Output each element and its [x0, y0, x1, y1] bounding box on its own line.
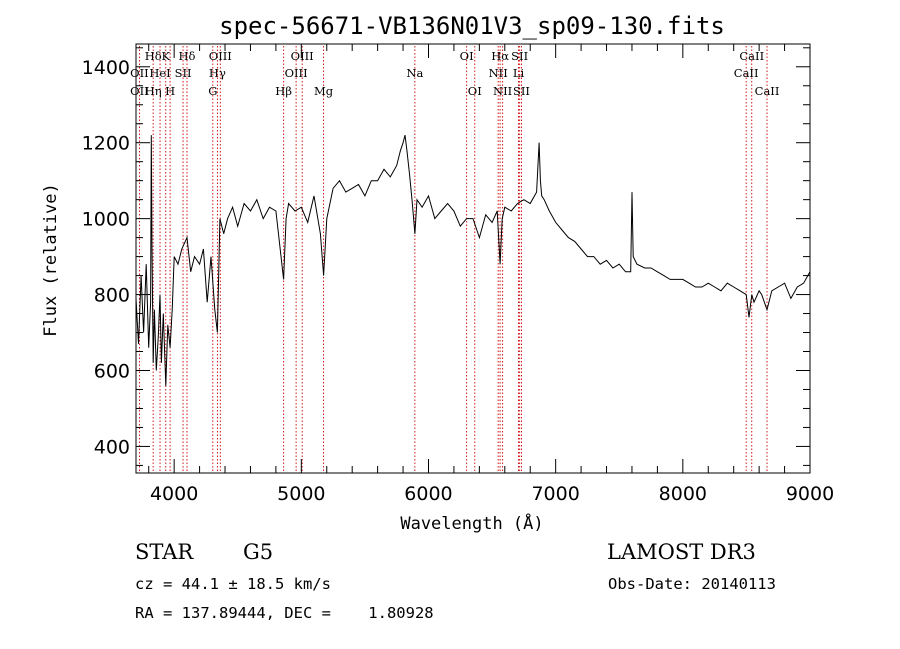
coordinates-text: RA = 137.89444, DEC = 1.80928: [135, 604, 434, 622]
emission-line-label: OII: [130, 66, 149, 80]
emission-line-label: NII: [493, 84, 512, 98]
x-tick-label: 7000: [531, 483, 579, 505]
emission-line-label: Hβ: [275, 84, 292, 98]
x-axis-ticks: 4000 5000 6000 7000 8000 9000: [148, 44, 834, 505]
object-class: STAR: [135, 540, 194, 564]
emission-line-label: OII: [130, 84, 149, 98]
emission-line-label: OIII: [209, 49, 232, 63]
y-tick-label: 1200: [82, 133, 130, 155]
x-tick-label: 4000: [150, 483, 198, 505]
x-tick-label: 8000: [659, 483, 707, 505]
emission-line-label: Hα: [491, 49, 509, 63]
emission-line-label: Hδ: [179, 49, 196, 63]
x-tick-label: 9000: [786, 483, 834, 505]
y-tick-label: 1000: [82, 209, 130, 231]
object-subclass: G5: [243, 540, 274, 564]
plot-frame: [135, 43, 811, 474]
x-tick-label: 5000: [277, 483, 325, 505]
emission-line-label: Li: [513, 66, 525, 80]
emission-line-label: K: [161, 49, 170, 63]
emission-line-label: CaII: [734, 66, 759, 80]
survey-name: LAMOST DR3: [607, 540, 756, 564]
emission-line-label: SII: [511, 49, 528, 63]
emission-line-label: H: [165, 84, 175, 98]
x-axis-label: Wavelength (Å): [400, 512, 543, 534]
emission-line-label: Hδ: [145, 49, 162, 63]
emission-line-label: G: [208, 84, 217, 98]
chart-title: spec-56671-VB136N01V3_sp09-130.fits: [219, 12, 725, 40]
emission-line-label: OI: [460, 49, 474, 63]
emission-line-label: SII: [513, 84, 530, 98]
y-axis-label: Flux (relative): [41, 183, 61, 337]
y-tick-label: 1400: [82, 57, 130, 79]
emission-line-label: OI: [468, 84, 482, 98]
y-tick-label: 600: [94, 360, 130, 382]
flux-series-line: [135, 134, 811, 386]
x-tick-label: 6000: [404, 483, 452, 505]
emission-line-markers: [138, 46, 768, 473]
emission-line-label: Na: [406, 66, 423, 80]
emission-line-label: OIII: [291, 49, 314, 63]
obs-date: Obs-Date: 20140113: [608, 575, 776, 593]
emission-line-label: Hγ: [209, 66, 226, 80]
emission-line-label: Mg: [314, 84, 334, 98]
y-axis-ticks: 400 600 800 1000 1200 1400: [82, 47, 810, 466]
emission-line-label: HeI: [149, 66, 170, 80]
y-tick-label: 800: [94, 285, 130, 307]
emission-line-label: Hη: [145, 84, 162, 98]
emission-line-label: CaII: [755, 84, 780, 98]
emission-line-label: OIII: [285, 66, 308, 80]
emission-line-label: SII: [175, 66, 192, 80]
emission-line-label: CaII: [739, 49, 764, 63]
emission-line-label: NII: [489, 66, 508, 80]
redshift-text: cz = 44.1 ± 18.5 km/s: [135, 575, 331, 593]
y-tick-label: 400: [94, 436, 130, 458]
